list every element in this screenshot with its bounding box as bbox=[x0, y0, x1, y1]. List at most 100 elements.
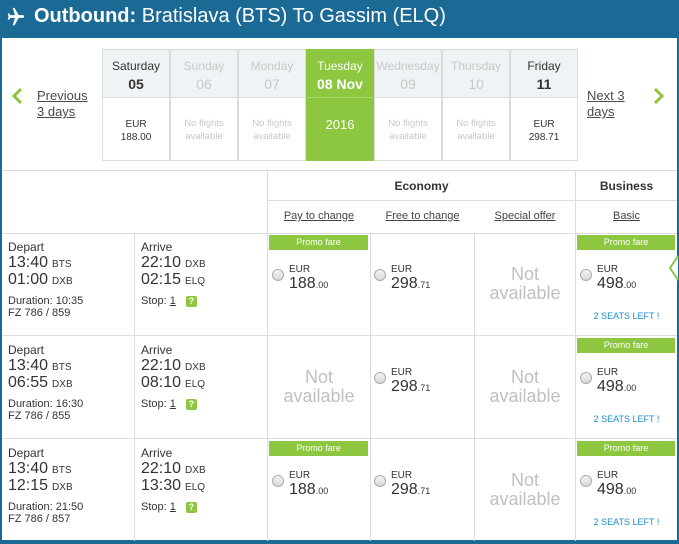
basic-link[interactable]: Basic bbox=[613, 210, 640, 222]
stops-link[interactable]: 1 bbox=[169, 295, 176, 307]
day-number: 11 bbox=[536, 76, 552, 92]
day-number: 10 bbox=[468, 76, 484, 92]
day-number: 05 bbox=[128, 76, 144, 92]
free-to-change-radio[interactable] bbox=[374, 269, 386, 281]
free-to-change-link[interactable]: Free to change bbox=[385, 210, 460, 222]
date-tile[interactable]: Tuesday 08 Nov 2016 bbox=[306, 49, 374, 161]
depart-time: 13:40 bbox=[8, 254, 49, 271]
depart-code: BTS bbox=[52, 362, 72, 373]
not-text: Not bbox=[510, 367, 539, 387]
free-to-change-fare[interactable]: EUR 298.71 bbox=[391, 470, 430, 499]
date-tile: Wednesday 09 No flights available bbox=[374, 49, 442, 161]
business-basic-radio[interactable] bbox=[580, 372, 592, 384]
fare-amount: 298 bbox=[391, 481, 418, 498]
business-basic-radio[interactable] bbox=[580, 475, 592, 487]
arrive-code-2: ELQ bbox=[185, 276, 206, 287]
depart-info: Depart 13:40 BTS 01:00 DXB Duration: 10:35 FZ … bbox=[8, 240, 132, 319]
day-line-1: 2016 bbox=[325, 117, 355, 132]
business-basic-fare[interactable]: EUR 498.00 bbox=[597, 367, 636, 396]
results-panel: Previous 3 days Saturday 05 EUR 188.00 Sunda… bbox=[2, 38, 679, 541]
stops-link[interactable]: 1 bbox=[169, 398, 176, 410]
depart-info: Depart 13:40 BTS 06:55 DXB Duration: 16:30 FZ … bbox=[8, 343, 132, 422]
day-number: 08 Nov bbox=[317, 76, 363, 92]
arrive-time-1: 22:10 bbox=[141, 357, 182, 374]
chevron-left-icon[interactable] bbox=[11, 88, 23, 104]
depart-label: Depart bbox=[8, 343, 45, 357]
currency-label: EUR bbox=[391, 367, 413, 378]
business-basic-radio[interactable] bbox=[580, 269, 592, 281]
day-name: Sunday bbox=[183, 59, 225, 73]
currency-label: EUR bbox=[289, 264, 311, 275]
special-offer-link[interactable]: Special offer bbox=[494, 210, 556, 222]
next-link-line2: days bbox=[587, 104, 615, 119]
fare-decimal: .71 bbox=[417, 486, 431, 496]
depart-label: Depart bbox=[8, 446, 45, 460]
day-name: Saturday bbox=[111, 59, 161, 73]
free-to-change-fare[interactable]: EUR 298.71 bbox=[391, 367, 430, 396]
promo-fare-badge: Promo fare bbox=[269, 235, 368, 250]
date-tile[interactable]: Friday 11 EUR 298.71 bbox=[510, 49, 578, 161]
duration-label: Duration: bbox=[8, 295, 56, 307]
date-tile[interactable]: Saturday 05 EUR 188.00 bbox=[102, 49, 170, 161]
help-icon[interactable]: ? bbox=[185, 501, 197, 513]
arrive-time-2: 13:30 bbox=[141, 477, 182, 494]
day-number: 07 bbox=[264, 76, 280, 92]
currency-label: EUR bbox=[391, 470, 413, 481]
page-header: Outbound: Bratislava (BTS) To Gassim (EL… bbox=[0, 0, 679, 38]
pay-to-change-radio[interactable] bbox=[272, 269, 284, 281]
stop-label: Stop: bbox=[141, 501, 170, 513]
day-name: Thursday bbox=[450, 59, 502, 73]
direction-label: Outbound: bbox=[34, 5, 137, 27]
business-basic-fare[interactable]: EUR 498.00 bbox=[597, 264, 636, 293]
day-line-1: No flights bbox=[252, 118, 292, 129]
currency-label: EUR bbox=[597, 470, 619, 481]
fare-amount: 498 bbox=[597, 481, 624, 498]
day-name: Monday bbox=[250, 59, 294, 73]
day-line-2: available bbox=[457, 131, 495, 142]
seats-left-notice: 2 SEATS LEFT ! bbox=[593, 414, 660, 424]
currency-label: EUR bbox=[391, 264, 413, 275]
not-available-label: Not available bbox=[475, 265, 575, 303]
stop-label: Stop: bbox=[141, 295, 170, 307]
arrive-label: Arrive bbox=[141, 446, 173, 460]
day-number: 06 bbox=[196, 76, 212, 92]
help-icon[interactable]: ? bbox=[185, 398, 197, 410]
available-text: available bbox=[489, 283, 561, 303]
day-name: Wednesday bbox=[376, 59, 440, 73]
arrive-info: Arrive 22:10 DXB 02:15 ELQ Stop: 1? bbox=[141, 240, 265, 307]
pay-to-change-link[interactable]: Pay to change bbox=[283, 210, 355, 222]
arrive-code-2: ELQ bbox=[185, 379, 206, 390]
arrive-code-1: DXB bbox=[185, 362, 206, 373]
day-line-1: No flights bbox=[456, 118, 496, 129]
pay-to-change-fare[interactable]: EUR 188.00 bbox=[289, 264, 328, 293]
connection-depart-code: DXB bbox=[52, 482, 73, 493]
day-name: Friday bbox=[527, 59, 561, 73]
help-icon[interactable]: ? bbox=[185, 295, 197, 307]
currency-label: EUR bbox=[289, 470, 311, 481]
day-line-2: 188.00 bbox=[120, 132, 152, 143]
fare-decimal: .71 bbox=[417, 383, 431, 393]
previous-3-days-link[interactable]: Previous 3 days bbox=[37, 88, 88, 120]
pay-to-change-fare[interactable]: EUR 188.00 bbox=[289, 470, 328, 499]
free-to-change-fare[interactable]: EUR 298.71 bbox=[391, 264, 430, 293]
not-text: Not bbox=[510, 470, 539, 490]
not-available-label: Not available bbox=[475, 368, 575, 406]
stops-link[interactable]: 1 bbox=[169, 501, 176, 513]
fare-decimal: .71 bbox=[417, 280, 431, 290]
route-label: Bratislava (BTS) To Gassim (ELQ) bbox=[141, 5, 446, 27]
fare-decimal: .00 bbox=[623, 280, 637, 290]
free-to-change-radio[interactable] bbox=[374, 372, 386, 384]
chevron-right-icon[interactable] bbox=[653, 88, 665, 104]
day-line-1: No flights bbox=[388, 118, 428, 129]
depart-code: BTS bbox=[52, 465, 72, 476]
free-to-change-radio[interactable] bbox=[374, 475, 386, 487]
promo-fare-badge: Promo fare bbox=[577, 235, 675, 250]
next-3-days-link[interactable]: Next 3 days bbox=[587, 88, 625, 120]
pay-to-change-radio[interactable] bbox=[272, 475, 284, 487]
business-basic-fare[interactable]: EUR 498.00 bbox=[597, 470, 636, 499]
arrive-time-1: 22:10 bbox=[141, 460, 182, 477]
connection-depart-time: 12:15 bbox=[8, 477, 49, 494]
not-available-label: Not available bbox=[268, 368, 370, 406]
fare-decimal: .00 bbox=[623, 383, 637, 393]
flight-number: FZ 786 / 857 bbox=[8, 513, 71, 525]
